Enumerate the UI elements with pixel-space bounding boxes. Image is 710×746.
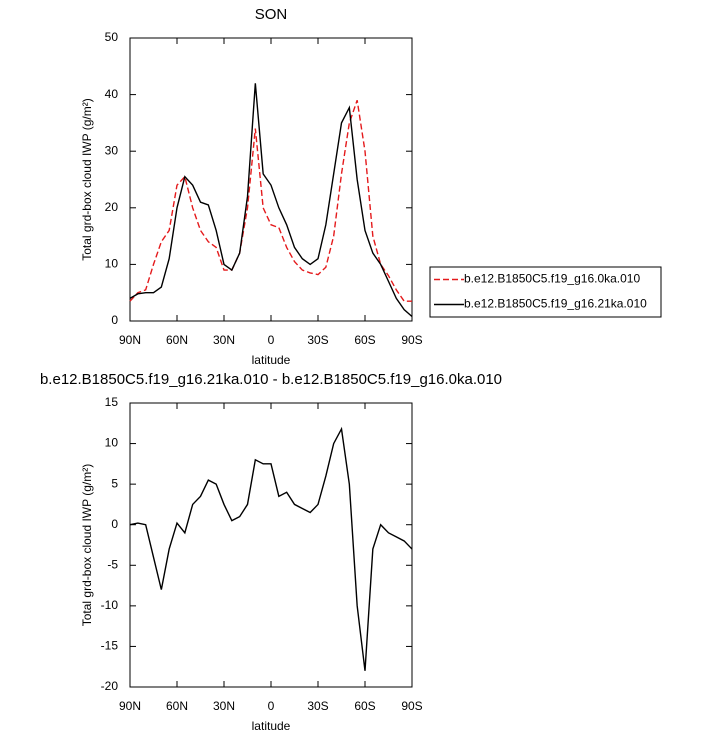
- y-tick-label: 0: [111, 517, 118, 531]
- y-tick-label: 50: [105, 30, 119, 44]
- y-tick-label: -20: [101, 679, 119, 693]
- x-tick-label: 30N: [213, 699, 235, 713]
- y-tick-label: 5: [111, 476, 118, 490]
- y-tick-label: -10: [101, 598, 119, 612]
- x-tick-label: 90S: [401, 699, 422, 713]
- y-tick-label: 10: [105, 257, 119, 271]
- x-tick-label: 90N: [119, 699, 141, 713]
- x-tick-label: 90N: [119, 333, 141, 347]
- x-tick-label: 0: [268, 699, 275, 713]
- x-axis-label: latitude: [252, 719, 291, 733]
- plot-frame: [129, 402, 413, 688]
- y-tick-label: 15: [105, 395, 119, 409]
- y-tick-label: 10: [105, 436, 119, 450]
- x-tick-label: 60S: [354, 333, 375, 347]
- legend: b.e12.B1850C5.f19_g16.0ka.010 b.e12.B1850…: [429, 266, 662, 318]
- series-line: [129, 83, 413, 318]
- x-tick-label: 30S: [307, 699, 328, 713]
- y-tick-label: 20: [105, 200, 119, 214]
- x-tick-label: 0: [268, 333, 275, 347]
- x-tick-label: 60N: [166, 699, 188, 713]
- x-axis-label: latitude: [252, 353, 291, 367]
- legend-label: b.e12.B1850C5.f19_g16.0ka.010: [464, 272, 640, 286]
- legend-label: b.e12.B1850C5.f19_g16.21ka.010: [464, 297, 647, 311]
- y-axis-label: Total grd-box cloud IWP (g/m²): [80, 98, 94, 261]
- series-line: [129, 100, 412, 302]
- y-tick-label: 30: [105, 143, 119, 157]
- y-tick-label: 40: [105, 87, 119, 101]
- series-line: [129, 426, 413, 671]
- x-tick-label: 60N: [166, 333, 188, 347]
- y-tick-label: -5: [107, 557, 118, 571]
- y-axis-label: Total grd-box cloud IWP (g/m²): [80, 464, 94, 627]
- chart-title: b.e12.B1850C5.f19_g16.21ka.010 - b.e12.B…: [40, 371, 502, 388]
- chart-title: SON: [255, 6, 288, 23]
- x-tick-label: 30S: [307, 333, 328, 347]
- x-tick-label: 30N: [213, 333, 235, 347]
- plot-frame: [129, 37, 413, 322]
- x-tick-label: 60S: [354, 699, 375, 713]
- legend-box: [429, 266, 662, 318]
- x-tick-label: 90S: [401, 333, 422, 347]
- y-tick-label: -15: [101, 639, 119, 653]
- y-tick-label: 0: [111, 313, 118, 327]
